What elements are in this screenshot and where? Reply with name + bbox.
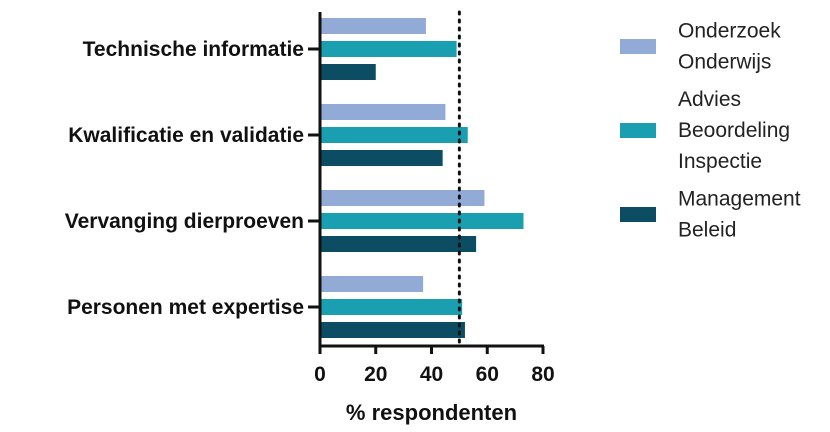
category-label-0: Technische informatie [83,38,304,61]
x-tick-label-4: 80 [531,363,554,386]
bar-2-0 [320,190,485,206]
x-tick-label-0: 0 [314,363,326,386]
x-tick-label-3: 60 [476,363,499,386]
bar-2-2 [320,236,477,252]
bars-layer [320,18,524,338]
bar-3-1 [320,299,463,315]
bar-1-2 [320,150,443,166]
legend: Onderzoek Onderwijs Advies Beoordeling Inspe… [620,20,801,242]
bar-1-0 [320,104,446,120]
bar-1-1 [320,127,468,143]
category-label-3: Personen met expertise [67,296,304,319]
bar-3-0 [320,276,424,292]
x-tick-label-1: 20 [364,363,387,386]
category-label-2: Vervanging dierproeven [65,210,304,233]
legend-swatch-1 [620,123,656,138]
axes-layer [308,12,545,354]
bar-3-2 [320,322,465,338]
bar-0-2 [320,64,376,80]
bar-0-1 [320,41,457,57]
category-label-1: Kwalificatie en validatie [68,124,304,147]
bar-0-0 [320,18,426,34]
labels-layer: 0 20 40 60 80 Technische informatie Kwalificat… [65,38,555,425]
legend-label-0: Onderzoek Onderwijs [678,20,781,74]
legend-swatch-0 [620,39,656,54]
x-axis-title: % respondenten [346,400,517,425]
legend-label-2: Management Beleid [678,188,801,242]
legend-swatch-2 [620,207,656,222]
bar-2-1 [320,213,524,229]
legend-label-1: Advies Beoordeling Inspectie [678,88,790,173]
x-tick-label-2: 40 [420,363,443,386]
